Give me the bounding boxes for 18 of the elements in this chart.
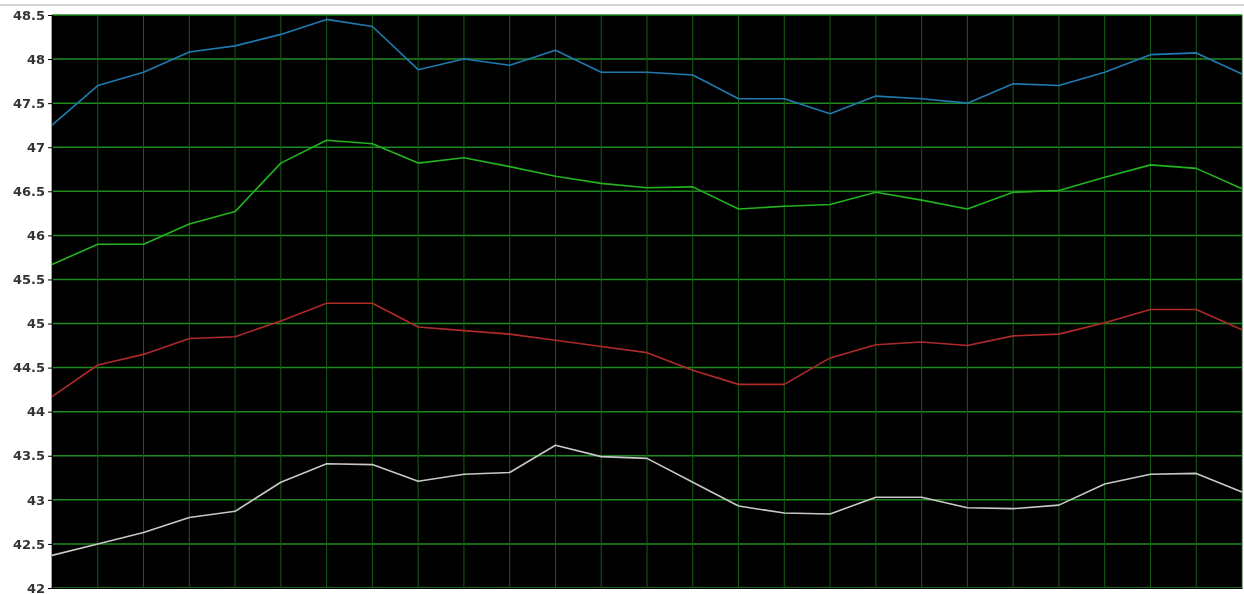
y-tick-label: 42.5 bbox=[12, 536, 45, 552]
line-series bbox=[51, 302, 1243, 398]
line-series bbox=[51, 18, 1243, 126]
y-tick-label: 48.5 bbox=[12, 7, 45, 23]
line-series bbox=[51, 139, 1243, 266]
y-tick-label: 47 bbox=[26, 139, 45, 155]
y-tick-label: 45 bbox=[26, 316, 45, 332]
y-tick-label: 44.5 bbox=[12, 360, 45, 376]
y-tick-label: 43.5 bbox=[12, 448, 45, 464]
y-tick-label: 43 bbox=[26, 492, 45, 508]
y-tick-label: 46 bbox=[26, 228, 45, 244]
y-tick-label: 44 bbox=[26, 404, 45, 420]
y-tick-label: 42 bbox=[26, 580, 45, 594]
y-tick-label: 46.5 bbox=[12, 183, 45, 199]
y-tick-label: 47.5 bbox=[12, 95, 45, 111]
y-tick-label: 45.5 bbox=[12, 272, 45, 288]
y-tick-label: 48 bbox=[26, 51, 45, 67]
line-series bbox=[51, 444, 1243, 557]
